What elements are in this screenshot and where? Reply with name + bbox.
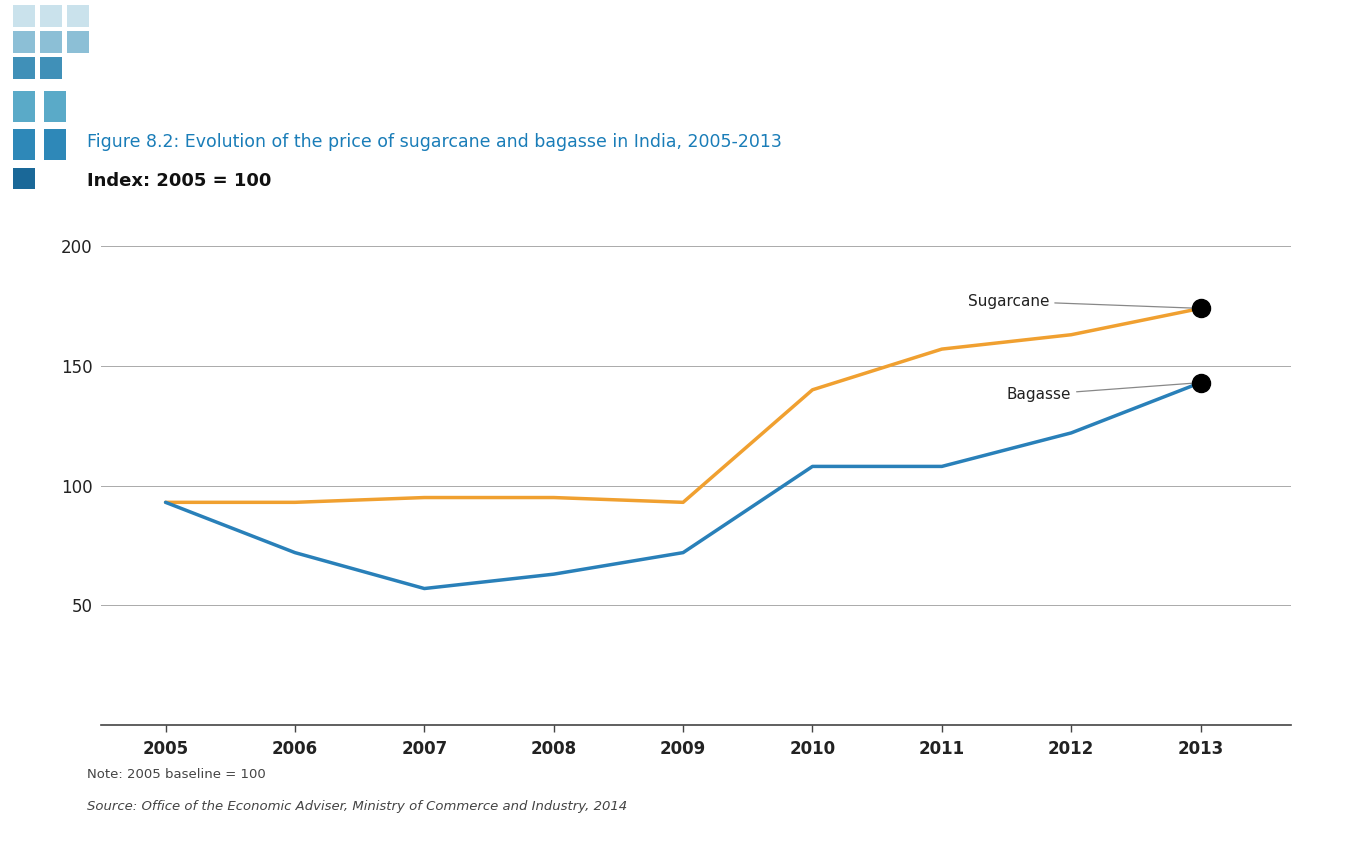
Bar [13,129,35,160]
Text: Index: 2005 = 100: Index: 2005 = 100 [87,172,272,190]
Bar [13,5,35,27]
Text: RENEWABLE POWER GENERATION COSTS IN 2014: RENEWABLE POWER GENERATION COSTS IN 2014 [101,38,659,57]
Bar [13,57,35,79]
Bar [67,5,89,27]
Text: Note: 2005 baseline = 100: Note: 2005 baseline = 100 [87,768,266,781]
Text: Figure 8.2: Evolution of the price of sugarcane and bagasse in India, 2005-2013: Figure 8.2: Evolution of the price of su… [87,133,783,151]
Bar [43,91,66,122]
Text: Bagasse: Bagasse [1006,383,1198,402]
Bar [13,31,35,53]
Bar [13,168,35,199]
Bar [43,129,66,160]
Bar [67,31,89,53]
Bar [13,91,35,122]
Bar [40,57,62,79]
Bar [40,5,62,27]
Bar [40,31,62,53]
Text: Sugarcane: Sugarcane [968,293,1198,309]
Text: Source: Office of the Economic Adviser, Ministry of Commerce and Industry, 2014: Source: Office of the Economic Adviser, … [87,800,628,813]
